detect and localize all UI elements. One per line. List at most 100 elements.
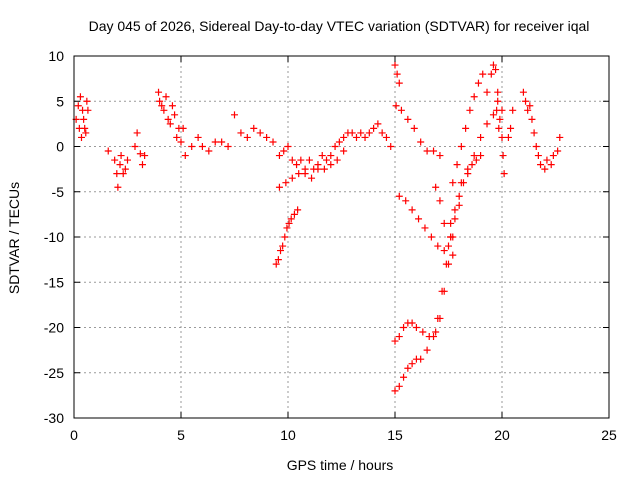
data-point-plus-marker (477, 133, 485, 141)
data-point-plus-marker (133, 129, 141, 137)
data-point-plus-marker (423, 346, 431, 354)
data-point-plus-marker (117, 152, 125, 160)
data-point-plus-marker (80, 115, 88, 123)
data-point-plus-marker (301, 170, 309, 178)
data-point-plus-marker (524, 106, 532, 114)
data-point-plus-marker (472, 156, 480, 164)
axis-tick-labels: 0 5 10 15 20 25 10 5 0 -5 -10 -15 -20 -25 -30 (44, 48, 617, 443)
data-point-plus-marker (357, 129, 365, 137)
data-point-plus-marker (549, 152, 557, 160)
data-point-plus-marker (277, 247, 285, 255)
data-point-plus-marker (556, 133, 564, 141)
data-point-plus-marker (162, 93, 170, 101)
data-point-plus-marker (164, 115, 172, 123)
data-point-plus-marker (218, 138, 226, 146)
x-tick-label: 10 (280, 427, 296, 443)
data-point-plus-marker (470, 93, 478, 101)
data-point-plus-marker (387, 143, 395, 150)
data-point-plus-marker (432, 328, 440, 336)
data-point-plus-marker (415, 215, 423, 223)
data-point-plus-marker (314, 165, 322, 173)
data-point-plus-marker (155, 88, 163, 96)
data-point-plus-marker (395, 192, 403, 200)
data-point-plus-marker (391, 387, 399, 395)
data-point-plus-marker (417, 355, 425, 363)
data-point-plus-marker (113, 170, 121, 178)
data-point-plus-marker (417, 138, 425, 146)
data-point-plus-marker (141, 152, 149, 160)
data-point-plus-marker (483, 88, 491, 96)
data-point-plus-marker (382, 133, 390, 141)
data-point-plus-marker (283, 224, 291, 232)
data-point-plus-marker (116, 161, 124, 169)
data-point-plus-marker (395, 382, 403, 390)
data-point-plus-marker (335, 138, 343, 146)
data-point-plus-marker (160, 106, 168, 114)
data-point-plus-marker (397, 106, 405, 114)
y-tick-label: 5 (56, 93, 64, 109)
data-point-plus-marker (205, 147, 213, 155)
y-tick-label: -30 (44, 410, 64, 426)
data-point-plus-marker (256, 129, 264, 137)
data-point-plus-marker (393, 70, 401, 78)
data-point-plus-marker (494, 88, 502, 96)
data-point-plus-marker (237, 129, 245, 137)
data-point-plus-marker (188, 143, 196, 150)
data-point-plus-marker (272, 260, 280, 268)
data-point-plus-marker (474, 79, 482, 87)
data-point-plus-marker (166, 120, 174, 128)
data-point-plus-marker (279, 242, 287, 250)
data-point-plus-marker (434, 242, 442, 250)
data-point-plus-marker (453, 161, 461, 169)
data-point-plus-marker (340, 147, 348, 155)
data-point-plus-marker (554, 147, 562, 155)
data-point-plus-marker (131, 143, 139, 150)
y-tick-label: -20 (44, 320, 64, 336)
data-point-plus-marker (179, 124, 187, 132)
data-point-plus-marker (436, 152, 444, 160)
data-point-plus-marker (391, 337, 399, 345)
data-point-plus-marker (449, 179, 457, 187)
data-point-plus-marker (288, 156, 296, 164)
x-tick-label: 15 (387, 427, 403, 443)
data-point-plus-marker (124, 156, 131, 164)
data-point-plus-marker (231, 111, 238, 119)
data-point-plus-marker (404, 115, 412, 123)
data-point-plus-marker (487, 70, 495, 78)
data-point-plus-marker (440, 219, 448, 227)
data-point-plus-marker (121, 165, 129, 173)
data-point-plus-marker (156, 97, 164, 105)
data-point-plus-marker (168, 102, 176, 110)
data-points (72, 61, 564, 395)
data-point-plus-marker (370, 124, 378, 132)
data-point-plus-marker (408, 360, 416, 368)
data-point-plus-marker (462, 124, 470, 132)
data-point-plus-marker (440, 247, 448, 255)
data-point-plus-marker (391, 61, 399, 69)
data-point-plus-marker (348, 129, 356, 137)
x-axis-label: GPS time / hours (287, 457, 394, 473)
y-tick-label: -10 (44, 229, 64, 245)
data-point-plus-marker (274, 256, 282, 264)
data-point-plus-marker (308, 174, 316, 182)
data-point-plus-marker (340, 133, 348, 141)
data-point-plus-marker (331, 143, 339, 150)
y-tick-label: -15 (44, 274, 64, 290)
data-point-plus-marker (489, 111, 497, 119)
data-point-plus-marker (158, 102, 166, 110)
data-point-plus-marker (495, 124, 503, 132)
data-point-plus-marker (507, 124, 515, 132)
data-point-plus-marker (395, 79, 403, 87)
data-point-plus-marker (211, 138, 219, 146)
data-point-plus-marker (530, 129, 538, 137)
data-point-plus-marker (269, 138, 277, 146)
data-point-plus-marker (318, 152, 326, 160)
data-point-plus-marker (537, 161, 545, 169)
data-point-plus-marker (84, 106, 92, 114)
data-point-plus-marker (541, 165, 549, 173)
x-tick-label: 5 (177, 427, 185, 443)
data-point-plus-marker (464, 165, 472, 173)
data-point-plus-marker (532, 143, 540, 150)
data-point-plus-marker (320, 165, 328, 173)
data-point-plus-marker (297, 156, 305, 164)
